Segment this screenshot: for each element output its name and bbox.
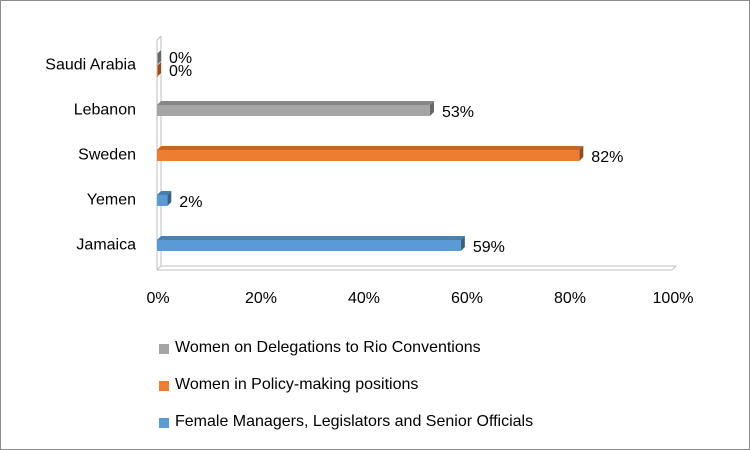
legend: Women on Delegations to Rio Conventions …: [159, 334, 533, 445]
data-label: 0%: [169, 50, 192, 67]
bar: [157, 240, 461, 251]
bar-top-face: [157, 146, 584, 150]
axis-corner-bottom: [156, 265, 162, 271]
x-tick-label: 40%: [348, 290, 380, 307]
axis-corner-right: [671, 265, 677, 271]
data-label: 0%: [169, 63, 192, 80]
category-label: Yemen: [87, 192, 136, 209]
bar-side-face: [429, 101, 434, 116]
x-tick-label: 100%: [653, 290, 694, 307]
bar-side-face: [579, 146, 584, 161]
bar-side-face: [460, 236, 465, 251]
legend-item-policy: Women in Policy-making positions: [159, 371, 533, 399]
bar-top-face: [157, 191, 172, 195]
data-label: 59%: [473, 239, 505, 256]
axis-corner-top: [156, 35, 162, 41]
legend-item-delegations: Women on Delegations to Rio Conventions: [159, 334, 533, 362]
category-label: Saudi Arabia: [45, 57, 136, 74]
data-label: 53%: [442, 104, 474, 121]
bar-side-face: [167, 191, 172, 206]
legend-swatch-policy: [159, 380, 169, 391]
legend-swatch-managers: [159, 417, 169, 428]
bar: [157, 150, 580, 161]
data-label: 82%: [591, 149, 623, 166]
legend-label-managers: Female Managers, Legislators and Senior …: [175, 413, 534, 430]
bar: [157, 54, 158, 65]
bar-top-face: [157, 236, 465, 240]
x-tick-label: 0%: [146, 290, 169, 307]
bar: [157, 195, 168, 206]
x-tick-label: 20%: [245, 290, 277, 307]
legend-label-delegations: Women on Delegations to Rio Conventions: [175, 339, 481, 356]
data-label: 2%: [179, 194, 202, 211]
bar-top-face: [157, 101, 434, 105]
x-tick-label: 60%: [451, 290, 483, 307]
category-label: Lebanon: [74, 102, 136, 119]
bar-chart: 0% 20% 40% 60% 80% 100% Saudi Arabia Lebanon Swe…: [45, 35, 694, 307]
category-label: Sweden: [78, 147, 136, 164]
legend-swatch-delegations: [159, 343, 169, 354]
category-label: Jamaica: [76, 237, 136, 254]
bar: [157, 66, 158, 77]
bar: [157, 105, 430, 116]
x-tick-label: 80%: [554, 290, 586, 307]
legend-label-policy: Women in Policy-making positions: [175, 376, 419, 393]
legend-item-managers: Female Managers, Legislators and Senior …: [159, 408, 533, 436]
